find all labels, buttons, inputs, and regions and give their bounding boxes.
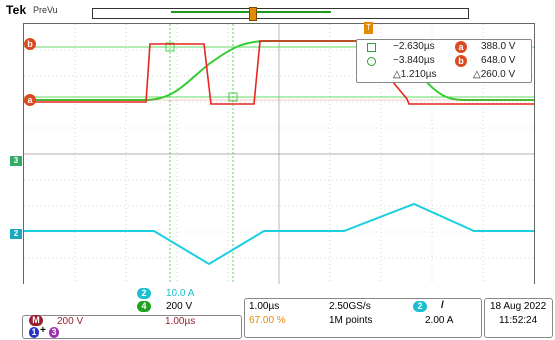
top-bar: Tek PreVu <box>0 0 555 22</box>
graticule-svg <box>24 24 534 284</box>
trigger-slope-icon: / <box>441 300 444 311</box>
ref-a-marker[interactable]: a <box>24 94 36 106</box>
cursor-readout: −2.630µs −3.840µs △1.210µs a b 388.0 V 6… <box>356 39 532 83</box>
date-display: 18 Aug 2022 <box>490 301 547 312</box>
sample-rate: 2.50GS/s <box>329 301 371 312</box>
trigger-level: 2.00 A <box>425 315 454 326</box>
record-view-bar[interactable] <box>92 7 469 21</box>
ch4-scale[interactable]: 200 V <box>166 301 193 312</box>
ch2-ground-marker[interactable]: 2 <box>10 229 22 239</box>
math-source-3: 3 <box>49 327 59 338</box>
ch3-ground-marker[interactable]: 3 <box>10 156 22 166</box>
ref-b-marker[interactable]: b <box>24 38 36 50</box>
math-source-1: 1 <box>29 327 39 338</box>
math-operator: + <box>40 325 46 336</box>
trigger-marker[interactable]: T <box>364 22 373 34</box>
trigger-position-marker[interactable] <box>249 7 257 21</box>
square-cursor-icon <box>367 43 376 52</box>
trigger-position: 67.00 % <box>249 315 286 326</box>
ch2-badge[interactable]: 2 <box>137 288 151 299</box>
acquisition-mode: PreVu <box>33 5 58 15</box>
math-panel[interactable]: M 200 V 1.00µs 1 + 3 <box>22 315 242 339</box>
math-badge: M <box>29 315 43 326</box>
record-length: 1M points <box>329 315 373 326</box>
brand-logo: Tek <box>6 3 27 17</box>
math-time: 1.00µs <box>165 316 196 327</box>
ch2-scale[interactable]: 10.0 A <box>166 288 195 299</box>
horizontal-trigger-panel[interactable]: 1.00µs 67.00 % 2.50GS/s 1M points 2 / 2.… <box>244 298 482 338</box>
center-axes <box>24 24 534 284</box>
horizontal-scale: 1.00µs <box>249 301 280 312</box>
cursor-b-time: −3.840µs <box>393 55 435 66</box>
cursor-b-value: 648.0 V <box>481 55 516 66</box>
readout-badge-b: b <box>455 55 467 67</box>
readout-badge-a: a <box>455 41 467 53</box>
time-display: 11:52:24 <box>499 315 538 326</box>
cursor-a-time: −2.630µs <box>393 41 435 52</box>
trigger-source-badge: 2 <box>413 301 427 312</box>
cursor-square-marker <box>165 42 175 52</box>
ch2-waveform <box>24 202 534 266</box>
status-area: 2 10.0 A 4 200 V M 200 V 1.00µs 1 + 3 1.… <box>0 284 555 340</box>
cursor-a-value: 388.0 V <box>481 41 516 52</box>
math-scale: 200 V <box>57 316 84 327</box>
ch4-badge[interactable]: 4 <box>137 301 151 312</box>
cursor-delta-time: △1.210µs <box>393 69 437 80</box>
datetime-panel: 18 Aug 2022 11:52:24 <box>484 298 553 338</box>
cursor-square-marker-2 <box>228 92 238 102</box>
cursor-delta-value: △260.0 V <box>473 69 516 80</box>
circle-cursor-icon <box>367 57 376 66</box>
